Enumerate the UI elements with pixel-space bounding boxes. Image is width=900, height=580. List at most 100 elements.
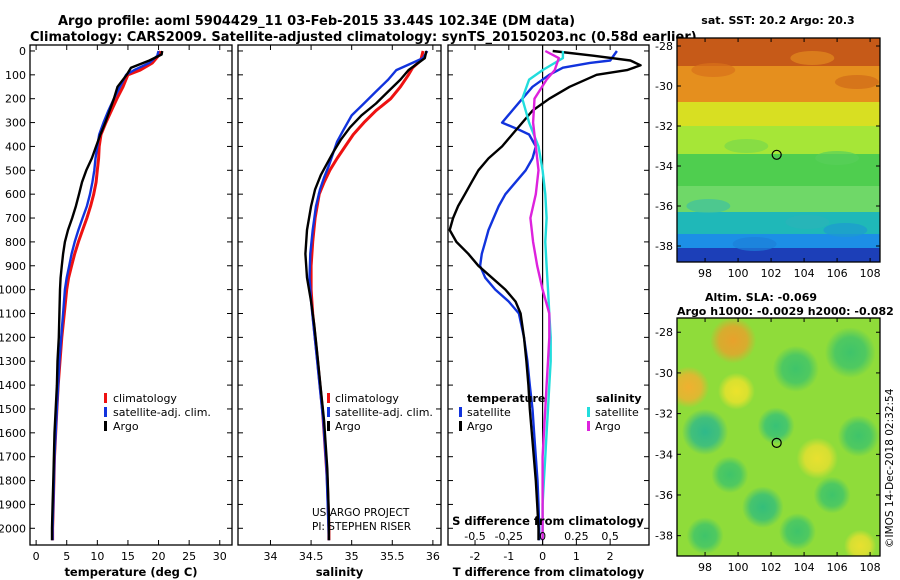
- y-tick-label: 200: [5, 93, 26, 106]
- sla-blob: [837, 415, 880, 457]
- map-frame: [676, 317, 881, 557]
- sla-map-panel: 98 100 102 104 106 108 -28 -30 -32 -34 -36 -38: [655, 317, 881, 574]
- x-tick-label: 1: [573, 550, 580, 563]
- sla-blob: [710, 318, 757, 364]
- legend-swatch: [587, 421, 590, 431]
- argo-location-marker: [771, 149, 782, 160]
- x-tick-label: 102: [761, 267, 782, 280]
- title-line-1: Argo profile: aoml 5904429_11 03-Feb-201…: [58, 14, 575, 29]
- legend-swatch: [327, 393, 330, 403]
- y-tick-label: 700: [5, 212, 26, 225]
- x-tick-label: -1: [503, 550, 514, 563]
- sst-map-title: sat. SST: 20.2 Argo: 20.3: [701, 14, 854, 27]
- legend-label: satellite-adj. clim.: [113, 406, 211, 419]
- s-tick-label: 0: [539, 530, 546, 543]
- x-tick-label: 106: [827, 267, 848, 280]
- sla-blob: [681, 408, 729, 456]
- legend-label: Argo: [595, 420, 621, 433]
- legend-swatch: [459, 421, 462, 431]
- sst-band: [677, 38, 880, 67]
- y-tick-label: 800: [5, 236, 26, 249]
- sst-texture: [724, 139, 769, 153]
- y-tick-label: 400: [5, 140, 26, 153]
- sst-band: [677, 234, 880, 249]
- sla-map-title-1: Altim. SLA: -0.069: [705, 291, 817, 304]
- y-tick-label: -30: [655, 367, 673, 380]
- sst-texture: [785, 215, 830, 229]
- y-tick-label: -38: [655, 530, 673, 543]
- x-tick-label: 36: [426, 550, 440, 563]
- series-line-salinity-argo: [529, 49, 560, 541]
- argo-location-marker: [771, 437, 782, 448]
- sla-blob: [686, 517, 724, 555]
- sla-blob: [813, 476, 851, 514]
- sla-blob: [757, 407, 795, 445]
- y-tick-label: -32: [655, 120, 673, 133]
- legend-swatch: [327, 421, 330, 431]
- sst-texture: [691, 63, 736, 77]
- x-tick-label: 108: [860, 267, 881, 280]
- y-tick-label: -34: [655, 160, 673, 173]
- differences-panel: -2 -1 0 1 2 T difference from climatology -0.5…: [447, 44, 650, 579]
- x-tick-label: 108: [860, 561, 881, 574]
- x-tick-label: 98: [698, 267, 712, 280]
- sst-texture: [834, 75, 879, 89]
- s-tick-label: 0.5: [601, 530, 619, 543]
- y-tick-label: -34: [655, 448, 673, 461]
- y-tick-label: 2000: [0, 522, 26, 535]
- legend-swatch: [459, 407, 462, 417]
- imos-credit: ©IMOS 14-Dec-2018 02:32:54: [884, 388, 896, 548]
- sla-blob: [844, 529, 877, 556]
- y-tick-label: 1900: [0, 498, 26, 511]
- x-tick-label: 100: [728, 561, 749, 574]
- pi-credit: PI: STEPHEN RISER: [312, 521, 411, 533]
- y-tick-label: 1400: [0, 379, 26, 392]
- y-tick-label: 1600: [0, 427, 26, 440]
- y-tick-label: 300: [5, 117, 26, 130]
- y-tick-label: -28: [655, 326, 673, 339]
- legend-swatch: [104, 407, 107, 417]
- y-tick-label: 100: [5, 69, 26, 82]
- x-tick-label: 10: [90, 550, 104, 563]
- x-tick-label: 106: [827, 561, 848, 574]
- legend-swatch: [104, 421, 107, 431]
- sst-band: [677, 102, 880, 127]
- x-tick-label: 34: [263, 550, 277, 563]
- map-field: [677, 38, 880, 262]
- map-frame: [676, 37, 881, 263]
- plot-frame: [29, 44, 233, 546]
- s-axis-label: S difference from climatology: [452, 514, 644, 528]
- sla-blob: [717, 372, 755, 410]
- y-tick-label: -38: [655, 240, 673, 253]
- x-tick-label: 0: [33, 550, 40, 563]
- series-line-temperature-argo: [448, 49, 642, 541]
- s-tick-label: 0.25: [564, 530, 589, 543]
- y-tick-label: 600: [5, 188, 26, 201]
- s-tick-label: -0.25: [495, 530, 523, 543]
- y-tick-label: 1800: [0, 475, 26, 488]
- legend-label: Argo: [467, 420, 493, 433]
- sst-texture: [823, 223, 868, 237]
- x-tick-label: 34.5: [299, 550, 324, 563]
- sla-blob: [824, 327, 876, 378]
- x-tick-label: -2: [470, 550, 481, 563]
- x-tick-label: 25: [182, 550, 196, 563]
- sst-band: [677, 248, 880, 262]
- s-tick-label: -0.5: [464, 530, 485, 543]
- y-tick-label: -28: [655, 40, 673, 53]
- legend-swatch: [104, 393, 107, 403]
- y-tick-label: -36: [655, 489, 673, 502]
- y-tick-label: 500: [5, 164, 26, 177]
- title-line-2: Climatology: CARS2009. Satellite-adjuste…: [30, 30, 697, 45]
- y-tick-label: -36: [655, 200, 673, 213]
- x-tick-label: 15: [121, 550, 135, 563]
- x-tick-label: 2: [607, 550, 614, 563]
- temperature-panel: 0100200300400500600700800900100011001200…: [0, 44, 233, 579]
- series-line-argo: [304, 50, 428, 541]
- legend-swatch: [327, 407, 330, 417]
- sla-blob: [677, 366, 710, 408]
- x-tick-label: 98: [698, 561, 712, 574]
- legend-label: climatology: [113, 392, 177, 405]
- legend-label: Argo: [113, 420, 139, 433]
- legend-label: satellite-adj. clim.: [335, 406, 433, 419]
